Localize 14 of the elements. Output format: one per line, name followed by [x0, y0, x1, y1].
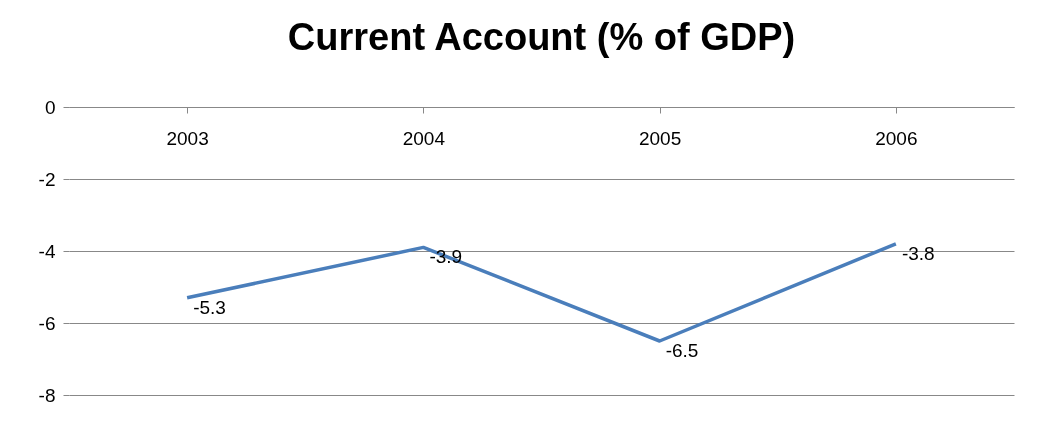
y-tick-label: 0	[44, 96, 56, 118]
y-tick-label: -6	[38, 312, 56, 334]
x-tick-label: 2004	[402, 127, 446, 149]
x-tick-label: 2006	[875, 127, 918, 149]
chart-title: Current Account (% of GDP)	[287, 16, 796, 58]
line-series	[185, 242, 898, 343]
y-tick-label: -8	[38, 384, 56, 406]
data-label: -6.5	[665, 340, 699, 361]
y-tick-label: -4	[38, 240, 56, 262]
x-tick-label: 2005	[638, 127, 682, 149]
y-tick-label: -2	[38, 168, 56, 190]
x-tick-label: 2003	[166, 127, 209, 149]
data-label: -5.3	[193, 296, 226, 318]
data-label: -3.8	[901, 242, 935, 264]
